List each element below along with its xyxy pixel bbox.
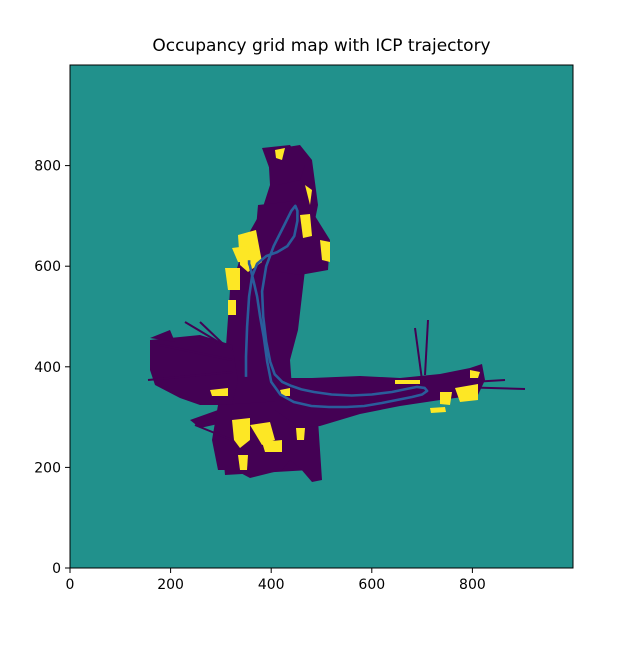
y-axis: 0 200 400 600 800	[34, 159, 70, 577]
x-tick-label: 400	[258, 577, 285, 593]
y-tick-label: 600	[34, 259, 61, 275]
map-layer	[147, 145, 526, 482]
free-corridor-horizontal	[275, 364, 485, 428]
free-area-left	[150, 335, 238, 405]
y-tick-label: 200	[34, 460, 61, 476]
chart-title: Occupancy grid map with ICP trajectory	[152, 36, 490, 56]
axes-frame	[69, 64, 574, 569]
y-tick-label: 0	[52, 561, 61, 577]
x-axis: 0 200 400 600 800	[66, 568, 486, 593]
y-tick-label: 800	[34, 159, 61, 175]
x-tick-label: 800	[459, 577, 486, 593]
x-tick-label: 600	[358, 577, 385, 593]
free-area-top	[262, 145, 305, 185]
unknown-region	[70, 65, 573, 568]
icp-trajectory-line	[244, 204, 429, 409]
y-tick-label: 400	[34, 360, 61, 376]
x-tick-label: 200	[157, 577, 184, 593]
x-tick-label: 0	[66, 577, 75, 593]
occupied-cells	[210, 148, 480, 470]
